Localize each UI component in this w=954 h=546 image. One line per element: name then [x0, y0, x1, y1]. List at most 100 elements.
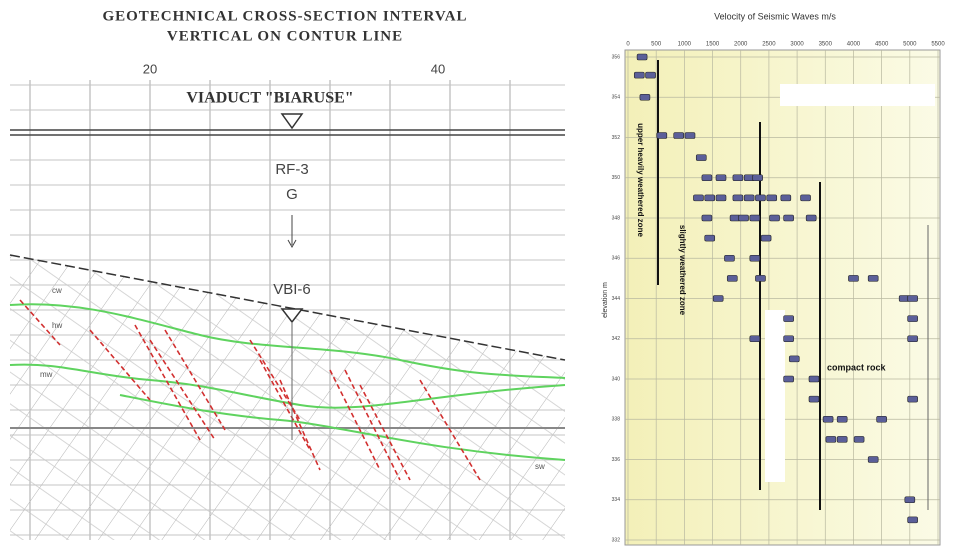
y-tick-label: 338 — [612, 417, 621, 423]
point — [645, 71, 656, 79]
terrain-line — [9, 254, 566, 361]
point — [800, 194, 811, 202]
zone-boundaries — [657, 60, 929, 510]
point — [738, 214, 749, 222]
point — [907, 516, 918, 524]
point — [712, 295, 724, 302]
point — [780, 194, 792, 202]
cross-section: GEOTECHNICAL CROSS-SECTION INTERVAL VERT… — [9, 8, 566, 540]
point — [633, 71, 645, 79]
point — [704, 234, 716, 242]
zone-label: sw — [535, 462, 545, 471]
point — [836, 436, 848, 443]
viaduct-label: VIADUCT "BIARUSE" — [186, 90, 353, 107]
zone-label: hw — [52, 321, 62, 330]
point — [684, 132, 696, 139]
section-title: VERTICAL ON CONTUR LINE — [167, 28, 403, 44]
point — [752, 174, 763, 182]
point — [732, 194, 744, 202]
x-tick-label: 3000 — [790, 42, 804, 48]
point — [783, 214, 794, 222]
point — [769, 214, 780, 222]
point — [907, 315, 918, 322]
point — [749, 335, 761, 343]
point — [836, 415, 848, 423]
point — [808, 395, 820, 403]
x-tick-label: 500 — [651, 42, 662, 48]
borehole-label: VBI-6 — [273, 281, 311, 298]
point — [755, 194, 766, 202]
point — [848, 275, 859, 282]
point — [749, 254, 761, 262]
point — [701, 214, 713, 222]
y-tick-label: 348 — [612, 215, 621, 221]
y-tick-label: 332 — [612, 537, 621, 543]
point — [715, 174, 727, 182]
marker-triangle — [280, 113, 304, 130]
x-tick-label: 0 — [626, 42, 630, 48]
scale-label: 40 — [431, 61, 445, 76]
chart-title: Velocity of Seismic Waves m/s — [714, 11, 836, 21]
y-tick-label: 344 — [612, 296, 621, 302]
y-tick-label: 346 — [612, 256, 621, 262]
x-tick-label: 2000 — [734, 42, 748, 48]
point — [876, 415, 887, 423]
point — [766, 194, 778, 202]
annotation: compact rock — [827, 362, 887, 372]
point — [695, 154, 707, 161]
x-tick-label: 2500 — [762, 42, 776, 48]
x-tick-label: 4000 — [847, 42, 861, 48]
x-tick-label: 1500 — [706, 42, 720, 48]
x-tick-label: 3500 — [819, 42, 833, 48]
point — [673, 132, 685, 139]
y-tick-label: 340 — [612, 376, 621, 382]
annotation: upper heavily weathered zone — [636, 123, 645, 237]
zone-label: cw — [52, 286, 62, 295]
point — [867, 275, 879, 282]
blank-box — [780, 84, 935, 106]
x-tick-label: 4500 — [875, 42, 889, 48]
x-tick-label: 5500 — [931, 42, 945, 48]
point — [760, 234, 772, 242]
y-tick-label: 334 — [612, 497, 621, 503]
point — [853, 436, 865, 443]
point — [825, 436, 837, 443]
x-tick-label: 1000 — [678, 42, 692, 48]
point — [904, 496, 916, 504]
borehole-label: G — [286, 186, 298, 203]
arrow-head — [287, 239, 297, 249]
y-tick-label: 350 — [612, 175, 621, 181]
marker-triangle — [280, 308, 304, 324]
section-title: GEOTECHNICAL CROSS-SECTION INTERVAL — [102, 8, 467, 24]
y-tick-label: 356 — [612, 54, 621, 60]
point — [715, 194, 727, 202]
point — [636, 53, 648, 61]
point — [656, 132, 668, 139]
annotation: slightly weathered zone — [678, 225, 687, 316]
blank-box — [765, 310, 785, 482]
point — [724, 254, 735, 262]
point — [822, 415, 834, 423]
point — [783, 375, 794, 383]
y-tick-label: 336 — [612, 457, 621, 463]
point — [704, 194, 716, 202]
point — [805, 214, 817, 222]
point — [693, 194, 704, 202]
point — [639, 93, 651, 101]
point — [783, 335, 794, 343]
point — [907, 395, 918, 403]
y-tick-label: 354 — [612, 95, 621, 101]
point — [783, 315, 794, 322]
borehole-label: RF-3 — [275, 161, 308, 178]
point — [749, 214, 761, 222]
seismic-chart: Velocity of Seismic Waves m/s elevation … — [602, 11, 945, 546]
y-tick-label: 352 — [612, 135, 621, 141]
point — [732, 174, 744, 182]
fault-lines — [19, 299, 481, 481]
x-tick-label: 5000 — [903, 42, 917, 48]
point — [788, 355, 800, 363]
point — [755, 275, 766, 282]
zone-label: mw — [40, 370, 53, 379]
y-axis-label: elevation m — [602, 282, 609, 318]
